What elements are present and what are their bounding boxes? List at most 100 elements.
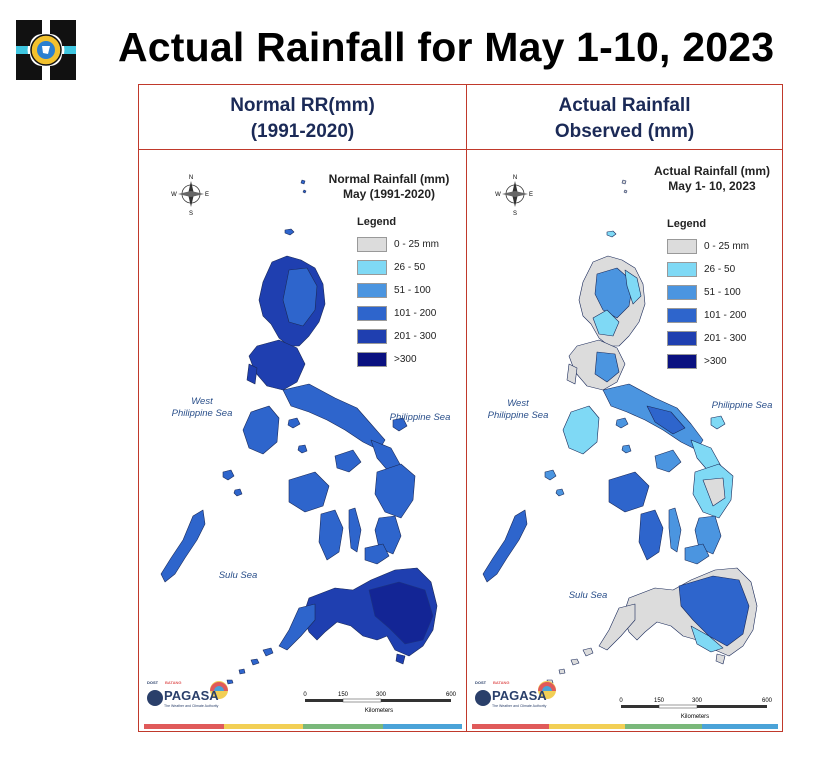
legend-item: >300: [357, 348, 439, 371]
heading-line-1: Actual Rainfall: [558, 95, 691, 116]
brand-tagline: The Weather and Climate Authority: [164, 704, 219, 708]
compass-s: S: [513, 211, 517, 216]
legend-item: 101 - 200: [357, 302, 439, 325]
map-title-line-2: May 1- 10, 2023: [668, 179, 756, 193]
legend-item: 51 - 100: [667, 281, 749, 304]
normal-rainfall-map: [160, 179, 438, 685]
legend-item: 201 - 300: [667, 327, 749, 350]
legend-label: 26 - 50: [704, 264, 736, 275]
legend-item: 201 - 300: [357, 325, 439, 348]
map-title-line-2: May (1991-2020): [342, 187, 436, 201]
legend-item: 26 - 50: [667, 258, 749, 281]
legend-item: >300: [667, 350, 749, 373]
philippine-sea-label: Philippine Sea: [389, 412, 451, 423]
compass-s: S: [189, 211, 193, 216]
legend-item: 0 - 25 mm: [357, 233, 439, 256]
legend-label: 201 - 300: [704, 333, 747, 344]
heading-line-2: (1991-2020): [250, 121, 355, 142]
west-philippine-sea-label: West Philippine Sea: [485, 398, 551, 422]
legend-label: 101 - 200: [394, 308, 437, 319]
north-arrow-icon: N S E W: [495, 172, 535, 216]
legend-label: 26 - 50: [394, 262, 426, 273]
scale-tick: 300: [376, 692, 387, 698]
sea-label-line: Philippine Sea: [171, 408, 233, 419]
legend-swatch: [357, 260, 387, 275]
brand-batang: BATANG: [493, 680, 510, 685]
legend-swatch: [357, 352, 387, 367]
compass-w: W: [495, 192, 501, 198]
legend-swatch: [357, 306, 387, 321]
compass-w: W: [171, 192, 177, 198]
frame-divider-vertical: [466, 84, 467, 732]
sea-label-line: West: [507, 398, 529, 409]
legend-item: 0 - 25 mm: [667, 235, 749, 258]
scale-unit: Kilometers: [681, 714, 709, 720]
compass-e: E: [205, 192, 209, 198]
philippine-sea-label: Philippine Sea: [711, 400, 773, 411]
legend-item: 51 - 100: [357, 279, 439, 302]
legend-label: 101 - 200: [704, 310, 747, 321]
sea-label-line: Philippine Sea: [487, 410, 549, 421]
stripe-segment: [625, 724, 702, 729]
actual-rainfall-map: [482, 179, 758, 685]
legend-label: 0 - 25 mm: [704, 241, 750, 252]
legend-label: 51 - 100: [704, 287, 741, 298]
legend-swatch: [667, 262, 697, 277]
legend-heading: Legend: [357, 216, 397, 228]
scale-tick: 150: [654, 698, 665, 704]
sulu-sea-label: Sulu Sea: [218, 570, 258, 581]
normal-rainfall-map-panel: N S E W Normal Rainfall (mm) May (1991-2…: [139, 150, 466, 722]
legend-item: 26 - 50: [357, 256, 439, 279]
scale-tick: 600: [446, 692, 457, 698]
page-title: Actual Rainfall for May 1-10, 2023: [118, 24, 775, 70]
legend-label: 0 - 25 mm: [394, 239, 440, 250]
scale-tick: 150: [338, 692, 349, 698]
compass-n: N: [189, 175, 193, 181]
scale-tick: 300: [692, 698, 703, 704]
legend-heading: Legend: [667, 218, 707, 230]
legend-swatch: [357, 237, 387, 252]
figure-frame: [138, 84, 783, 732]
legend-label: >300: [394, 354, 417, 365]
frame-divider-horizontal: [138, 149, 783, 150]
heading-line-2: Observed (mm): [554, 121, 695, 142]
sulu-sea-label: Sulu Sea: [568, 590, 608, 601]
stripe-segment: [223, 724, 303, 729]
west-philippine-sea-label: West Philippine Sea: [169, 396, 235, 420]
brand-name: PAGASA: [164, 688, 219, 703]
compass-e: E: [529, 192, 533, 198]
brand-name: PAGASA: [492, 688, 547, 703]
stripe-segment: [382, 724, 462, 729]
stripe-segment: [548, 724, 625, 729]
legend-swatch: [667, 354, 697, 369]
stripe-segment: [144, 724, 224, 729]
legend-swatch: [667, 308, 697, 323]
north-arrow-icon: N S E W: [171, 172, 211, 216]
map-title: Actual Rainfall (mm) May 1- 10, 2023: [647, 164, 777, 194]
legend-label: 201 - 300: [394, 331, 437, 342]
legend-swatch: [667, 285, 697, 300]
scale-tick: 0: [303, 692, 307, 698]
footer-stripe-left: [144, 724, 462, 729]
legend-label: 51 - 100: [394, 285, 431, 296]
stripe-segment: [472, 724, 549, 729]
legend-label: >300: [704, 356, 727, 367]
map-legend: Legend 0 - 25 mm 26 - 50 51 - 100 101 - 200…: [357, 216, 439, 371]
brand-tagline: The Weather and Climate Authority: [492, 704, 547, 708]
legend-swatch: [667, 239, 697, 254]
scale-tick: 600: [762, 698, 773, 704]
map-title: Normal Rainfall (mm) May (1991-2020): [319, 172, 459, 202]
legend-rows: 0 - 25 mm 26 - 50 51 - 100 101 - 200 201 - 3…: [357, 233, 439, 371]
footer-stripe-right: [472, 724, 778, 729]
compass-n: N: [513, 175, 517, 181]
legend-item: 101 - 200: [667, 304, 749, 327]
legend-swatch: [357, 283, 387, 298]
map-legend: Legend 0 - 25 mm 26 - 50 51 - 100 101 - 200…: [667, 218, 749, 373]
actual-rainfall-heading: Actual Rainfall Observed (mm): [467, 90, 782, 148]
legend-rows: 0 - 25 mm 26 - 50 51 - 100 101 - 200 201 - 3…: [667, 235, 749, 373]
actual-rainfall-map-panel: N S E W Actual Rainfall (mm) May 1- 10, …: [467, 150, 782, 722]
brand-dost: DOST: [475, 680, 487, 685]
pagasa-logo: [12, 16, 80, 84]
brand-dost: DOST: [147, 680, 159, 685]
scale-unit: Kilometers: [365, 708, 393, 714]
